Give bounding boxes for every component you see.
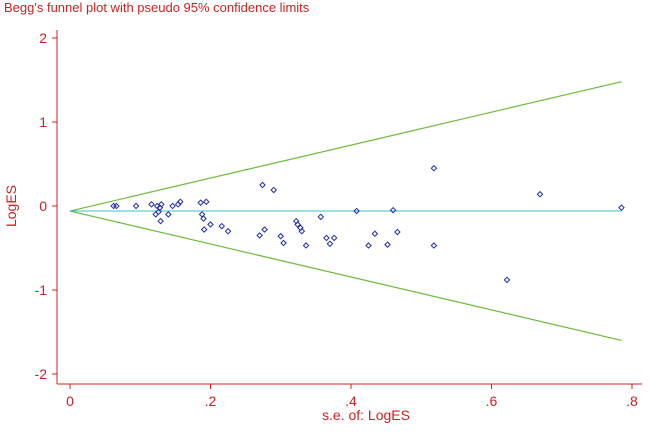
data-point — [277, 232, 285, 240]
data-point — [132, 202, 140, 210]
x-tick-label: .8 — [626, 393, 638, 409]
data-point — [430, 242, 438, 249]
x-tick-label: .4 — [345, 393, 357, 409]
y-tick-label: 0 — [39, 198, 47, 214]
y-tick-label: -2 — [35, 366, 48, 382]
lower-confidence-limit — [69, 210, 622, 341]
data-point — [503, 276, 511, 284]
data-point — [176, 198, 184, 206]
upper-confidence-limit — [69, 81, 622, 212]
data-point — [270, 186, 278, 194]
data-point — [152, 211, 160, 218]
data-point — [224, 227, 232, 235]
data-point — [200, 215, 207, 222]
data-point — [298, 227, 306, 235]
chart-title: Begg's funnel plot with pseudo 95% confi… — [4, 0, 310, 15]
x-axis-title: s.e. of: LogES — [322, 407, 410, 423]
data-point — [155, 208, 162, 216]
data-point — [169, 202, 176, 210]
data-point — [353, 207, 360, 215]
data-point — [158, 201, 165, 208]
data-point — [113, 202, 120, 210]
y-tick-label: 2 — [39, 30, 47, 46]
data-point — [536, 190, 544, 198]
data-point — [326, 240, 334, 248]
data-point — [294, 221, 301, 228]
data-point — [218, 222, 226, 230]
data-point — [330, 234, 338, 242]
data-point — [259, 181, 266, 189]
data-point — [302, 242, 310, 249]
x-tick-label: .2 — [205, 393, 217, 409]
y-tick-label: 1 — [39, 114, 47, 130]
data-point — [365, 242, 372, 249]
x-tick-label: 0 — [66, 393, 74, 409]
data-point — [618, 204, 625, 211]
data-point — [207, 221, 214, 228]
data-point — [197, 199, 204, 206]
data-point — [165, 211, 172, 218]
data-point — [430, 164, 438, 172]
data-point — [394, 228, 401, 236]
data-point — [202, 198, 210, 206]
data-point — [323, 234, 330, 242]
data-point — [261, 226, 268, 233]
data-point — [157, 217, 164, 225]
data-point — [317, 213, 325, 221]
y-axis-title: LogES — [3, 185, 19, 227]
data-point — [200, 226, 208, 233]
data-point — [389, 206, 397, 214]
data-point — [384, 241, 391, 248]
y-tick-label: -1 — [35, 282, 48, 298]
data-point — [148, 201, 155, 208]
data-point — [256, 232, 263, 239]
data-point — [371, 230, 379, 238]
x-tick-label: .6 — [486, 393, 498, 409]
data-point — [280, 239, 287, 247]
